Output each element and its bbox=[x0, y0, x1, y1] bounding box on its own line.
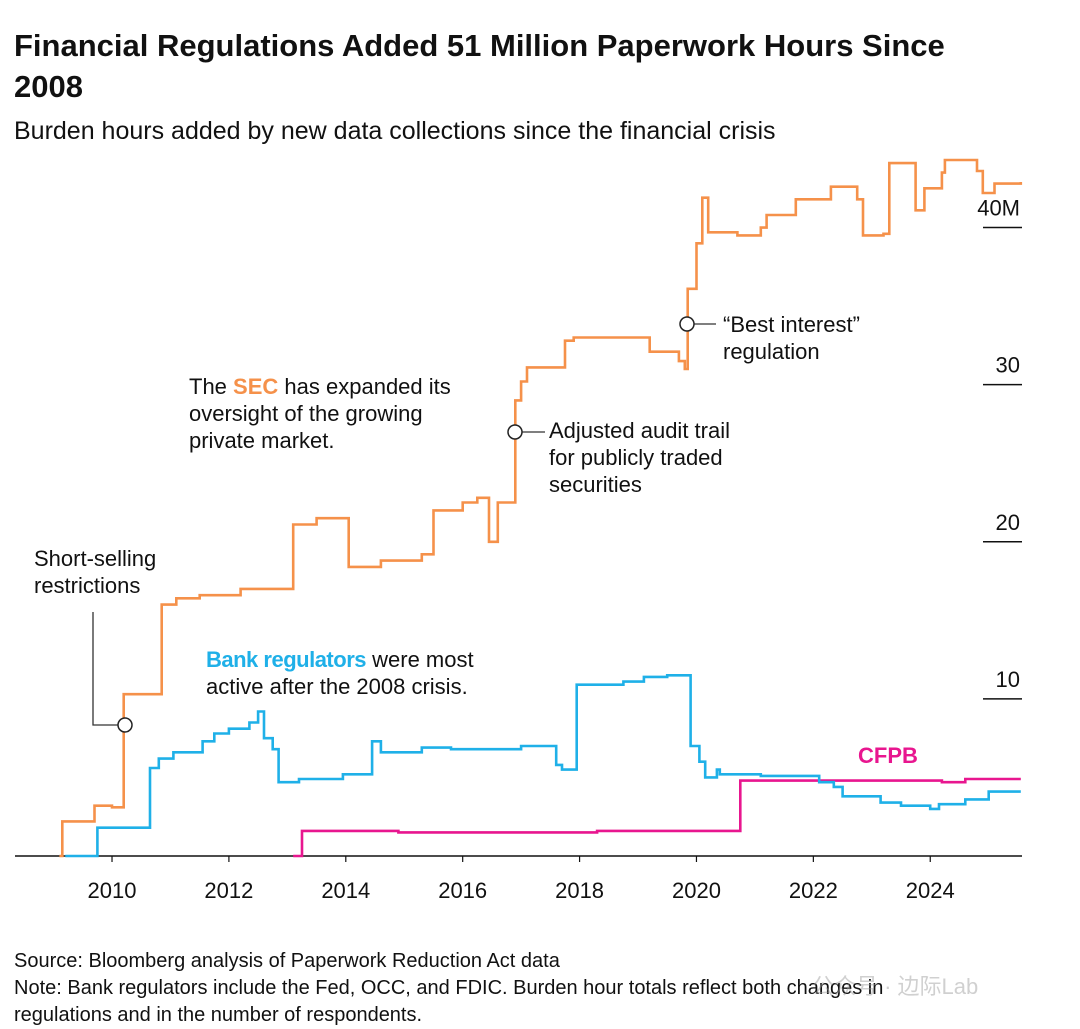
annotation-text: were most bbox=[371, 647, 473, 672]
series-label: CFPB bbox=[858, 743, 918, 768]
plot: 10 20 30 40M 2010 2012 2014 2016 2018 2020 2022 202… bbox=[15, 158, 1023, 903]
annotation-text: The bbox=[189, 374, 227, 399]
chart-title: 2008 bbox=[14, 69, 83, 104]
series-line bbox=[59, 158, 1023, 858]
leader-line bbox=[92, 612, 125, 726]
note: Note: Bank regulators include the Fed, O… bbox=[14, 977, 883, 999]
annotation: Bank regulators were most bbox=[206, 647, 474, 672]
x-tick-label: 2012 bbox=[204, 878, 253, 903]
annotation: securities bbox=[549, 472, 642, 497]
annotation: regulation bbox=[723, 339, 820, 364]
marker bbox=[117, 717, 133, 733]
annotation: active after the 2008 crisis. bbox=[206, 674, 468, 699]
x-tick-label: 2024 bbox=[906, 878, 955, 903]
note: regulations and in the number of respond… bbox=[14, 1004, 422, 1026]
annotation: The SEC has expanded its bbox=[189, 374, 451, 399]
annotation: private market. bbox=[189, 428, 335, 453]
annotation: Short-selling bbox=[34, 546, 156, 571]
series-line bbox=[293, 777, 1021, 858]
source: Source: Bloomberg analysis of Paperwork … bbox=[14, 950, 561, 972]
y-tick-label: 10 bbox=[996, 667, 1020, 692]
annotation: oversight of the growing bbox=[189, 401, 423, 426]
annotation: restrictions bbox=[34, 573, 140, 598]
chart-title: Financial Regulations Added 51 Million P… bbox=[14, 28, 945, 63]
y-tick-label: 20 bbox=[996, 510, 1020, 535]
annotation-key: Bank regulators bbox=[206, 647, 366, 672]
marker bbox=[507, 424, 523, 440]
x-tick-label: 2010 bbox=[88, 878, 137, 903]
x-tick-label: 2022 bbox=[789, 878, 838, 903]
x-tick-label: 2018 bbox=[555, 878, 604, 903]
annotation-text: has expanded its bbox=[284, 374, 450, 399]
annotation: “Best interest” bbox=[723, 312, 860, 337]
chart-subtitle: Burden hours added by new data collectio… bbox=[14, 117, 776, 145]
annotation: for publicly traded bbox=[549, 445, 723, 470]
annotation: Adjusted audit trail bbox=[549, 418, 730, 443]
marker bbox=[679, 316, 695, 332]
watermark: 公众号 · 边际Lab bbox=[812, 974, 978, 999]
y-tick-label: 40M bbox=[977, 196, 1020, 221]
series-line bbox=[65, 674, 1021, 858]
x-tick-label: 2016 bbox=[438, 878, 487, 903]
x-tick-label: 2014 bbox=[321, 878, 370, 903]
y-tick-label: 30 bbox=[996, 353, 1020, 378]
x-tick-label: 2020 bbox=[672, 878, 721, 903]
annotation-key: SEC bbox=[233, 374, 278, 399]
